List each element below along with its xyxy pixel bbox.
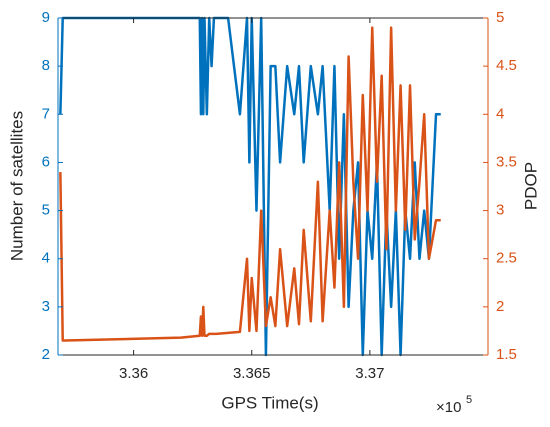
x-tick-label: 3.37	[355, 365, 384, 382]
y2-tick-label: 3.5	[496, 153, 517, 170]
data-line	[59, 16, 441, 357]
y-tick-label: 4	[42, 250, 50, 267]
y-tick-label: 5	[42, 202, 50, 219]
y-tick-label: 2	[42, 346, 50, 363]
y-axis-label: Number of satellites	[7, 111, 26, 261]
y2-tick-label: 1.5	[496, 346, 517, 363]
x-axis-label: GPS Time(s)	[221, 393, 318, 412]
y-tick-label: 8	[42, 57, 50, 74]
y2-tick-label: 5	[496, 9, 504, 26]
y2-tick-label: 4	[496, 105, 504, 122]
y-tick-label: 9	[42, 9, 50, 26]
x-multiplier: ×10	[436, 399, 461, 416]
y2-tick-label: 3	[496, 202, 504, 219]
y2-tick-label: 2.5	[496, 250, 517, 267]
y2-tick-label: 4.5	[496, 57, 517, 74]
y2-axis-label: PDOP	[521, 162, 540, 210]
data-line	[59, 26, 441, 342]
y-tick-label: 6	[42, 153, 50, 170]
x-tick-label: 3.365	[233, 365, 271, 382]
y-tick-label: 3	[42, 298, 50, 315]
x-multiplier-exponent: 5	[466, 394, 472, 406]
y2-tick-label: 2	[496, 298, 504, 315]
y-tick-label: 7	[42, 105, 50, 122]
x-tick-label: 3.36	[119, 365, 148, 382]
